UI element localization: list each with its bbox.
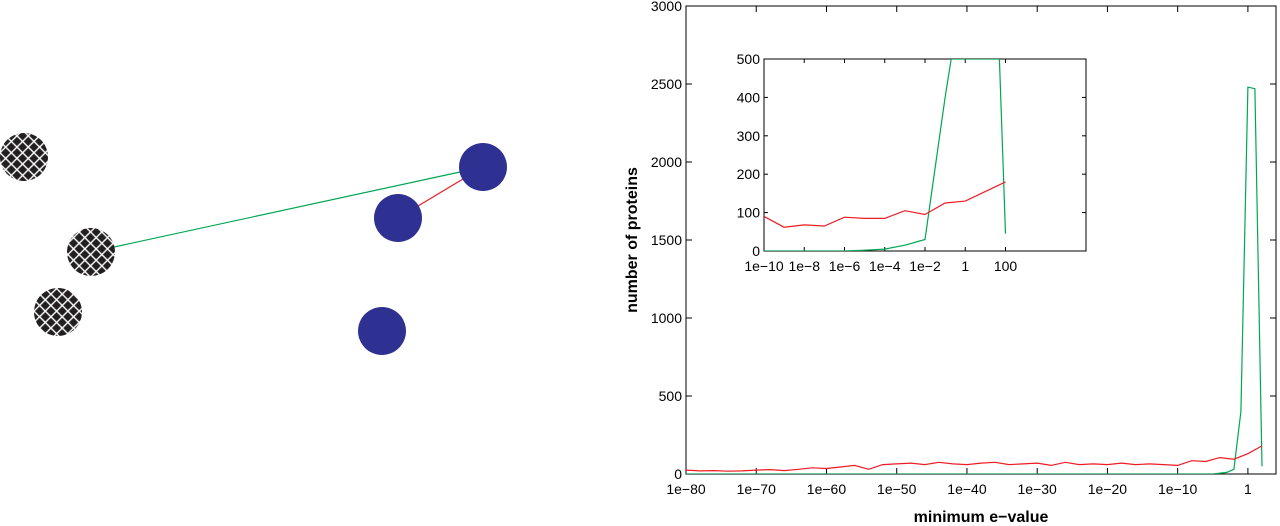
y-tick-label: 300 [737,128,761,144]
x-tick-label: 100 [994,258,1018,274]
series-line-1 [764,59,1007,251]
x-tick-label: 1e−10 [1158,481,1198,497]
green-edge [90,166,484,253]
x-tick-label: 1e−10 [744,258,784,274]
y-tick-label: 0 [674,466,682,482]
x-tick-label: 1e−40 [947,481,987,497]
x-tick-label: 1e−60 [807,481,847,497]
x-tick-label: 1e−30 [1018,481,1058,497]
y-tick-label: 100 [737,205,761,221]
main-series [686,86,1263,474]
hatched-node [0,133,48,181]
x-tick-label: 1 [961,258,969,274]
hatched-node [67,228,115,276]
main-x-axis-title: minimum e−value [914,509,1049,526]
y-tick-label: 500 [737,51,761,67]
inset-plot-frame [763,58,1087,252]
series-line-2 [764,181,1006,228]
y-tick-label: 1000 [651,310,682,326]
x-tick-label: 1e−4 [869,258,901,274]
y-tick-label: 2000 [651,154,682,170]
network-diagram [0,133,507,355]
x-tick-label: 1 [1244,481,1252,497]
x-tick-label: 1e−6 [829,258,861,274]
blue-node [358,307,406,355]
y-tick-label: 400 [737,89,761,105]
y-tick-label: 0 [752,243,760,259]
x-tick-label: 1e−20 [1088,481,1128,497]
blue-node [374,194,422,242]
x-tick-label: 1e−8 [788,258,820,274]
y-tick-label: 200 [737,166,761,182]
x-tick-label: 1e−2 [909,258,941,274]
x-tick-label: 1e−70 [737,481,777,497]
blue-node [459,143,507,191]
y-tick-label: 3000 [651,0,682,14]
series-line-1 [686,86,1263,474]
x-tick-label: 1e−50 [877,481,917,497]
inset-series [764,59,1007,251]
y-tick-label: 500 [659,388,683,404]
inset-y-ticks: 0 100 200 300 400 500 [737,51,1086,259]
main-x-ticks: 1e−80 1e−70 1e−60 1e−50 1e−40 1e−30 1e−20 1e−10… [666,6,1252,497]
y-tick-label: 2500 [651,76,682,92]
hatched-node [34,288,82,336]
x-tick-label: 1e−80 [666,481,706,497]
main-y-axis-title: number of proteins [624,167,641,313]
series-line-2 [686,445,1263,472]
inset-x-ticks: 1e−10 1e−8 1e−6 1e−4 1e−2 1 100 [744,59,1017,274]
y-tick-label: 1500 [651,232,682,248]
